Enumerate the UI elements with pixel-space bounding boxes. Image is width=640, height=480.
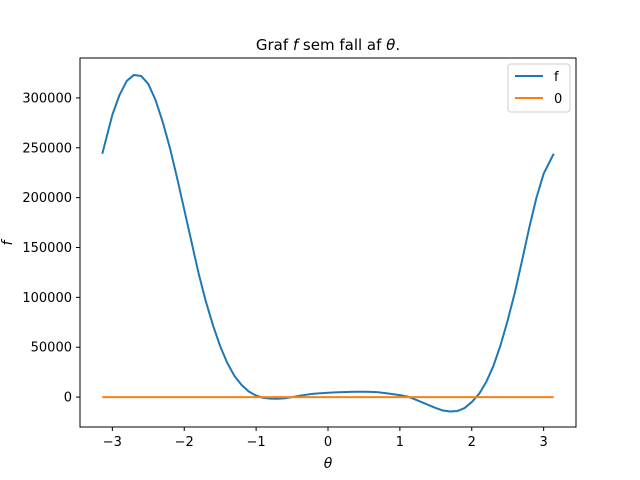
y-tick-label: 150000 [22, 241, 72, 256]
x-tick-label: −3 [103, 435, 122, 450]
x-tick-label: −2 [175, 435, 194, 450]
title-prefix: Graf [256, 36, 293, 54]
title-f: f [293, 36, 301, 54]
x-tick-label: 2 [468, 435, 476, 450]
x-tick-label: 1 [396, 435, 404, 450]
title-suffix: . [395, 36, 400, 54]
title-theta: θ [386, 36, 395, 54]
chart-title: Graf f sem fall af θ. [256, 36, 400, 54]
y-axis-label: f [0, 238, 16, 245]
x-tick-label: 3 [540, 435, 548, 450]
y-tick-label: 300000 [22, 91, 72, 106]
plot-area: −3 −2 −1 0 1 2 3 0 50000 100000 150000 200000 25000… [22, 57, 577, 450]
y-tick-label: 100000 [22, 291, 72, 306]
title-middle: sem fall af [298, 36, 386, 54]
y-tick-label: 0 [64, 391, 72, 406]
series-layer [101, 73, 555, 413]
legend: f 0 [507, 63, 571, 113]
y-tick-label: 50000 [31, 341, 72, 356]
x-tick-label: −1 [247, 435, 266, 450]
x-ticks: −3 −2 −1 0 1 2 3 [103, 427, 548, 450]
y-ticks: 0 50000 100000 150000 200000 250000 300000 [22, 91, 80, 406]
legend-label-zero: 0 [554, 92, 562, 107]
legend-label-f: f [554, 70, 559, 85]
y-tick-label: 200000 [22, 191, 72, 206]
y-tick-label: 250000 [22, 141, 72, 156]
x-axis-label: θ [324, 456, 333, 472]
x-tick-label: 0 [324, 435, 332, 450]
